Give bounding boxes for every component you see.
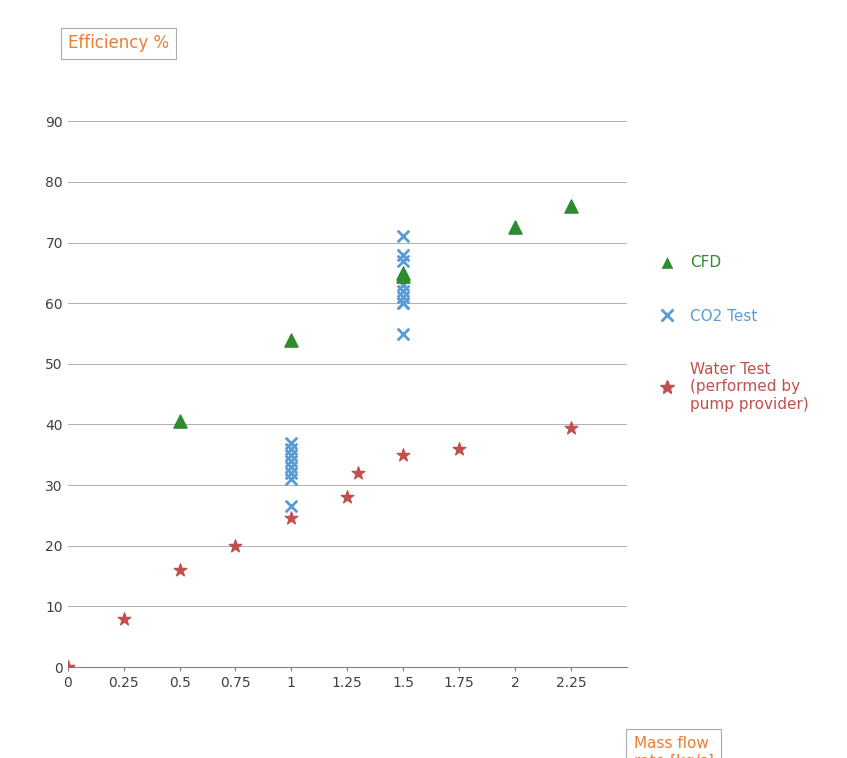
Point — [340, 491, 354, 503]
Point — [285, 455, 298, 467]
Point — [285, 437, 298, 449]
Point — [285, 443, 298, 455]
Point — [396, 267, 410, 279]
Point — [285, 449, 298, 461]
Point — [564, 200, 578, 212]
Point — [396, 249, 410, 261]
Point — [61, 661, 75, 673]
Point — [117, 612, 130, 625]
Point — [396, 327, 410, 340]
Point — [452, 443, 466, 455]
Point — [352, 467, 365, 479]
Point — [285, 334, 298, 346]
Point — [173, 564, 186, 576]
Point — [229, 540, 242, 552]
Point — [396, 291, 410, 303]
Point — [285, 461, 298, 473]
Legend: CFD, CO2 Test, Water Test
(performed by
pump provider): CFD, CO2 Test, Water Test (performed by … — [645, 249, 815, 418]
Text: Efficiency %: Efficiency % — [68, 34, 169, 52]
Point — [285, 512, 298, 525]
Point — [564, 421, 578, 434]
Point — [285, 500, 298, 512]
Point — [396, 279, 410, 291]
Point — [396, 255, 410, 267]
Point — [396, 270, 410, 282]
Point — [396, 297, 410, 309]
Point — [396, 297, 410, 309]
Point — [508, 221, 522, 233]
Point — [396, 230, 410, 243]
Point — [396, 449, 410, 461]
Point — [173, 415, 186, 428]
Text: Mass flow
rate [kg/s]: Mass flow rate [kg/s] — [634, 737, 714, 758]
Point — [285, 467, 298, 479]
Point — [285, 473, 298, 485]
Point — [396, 285, 410, 297]
